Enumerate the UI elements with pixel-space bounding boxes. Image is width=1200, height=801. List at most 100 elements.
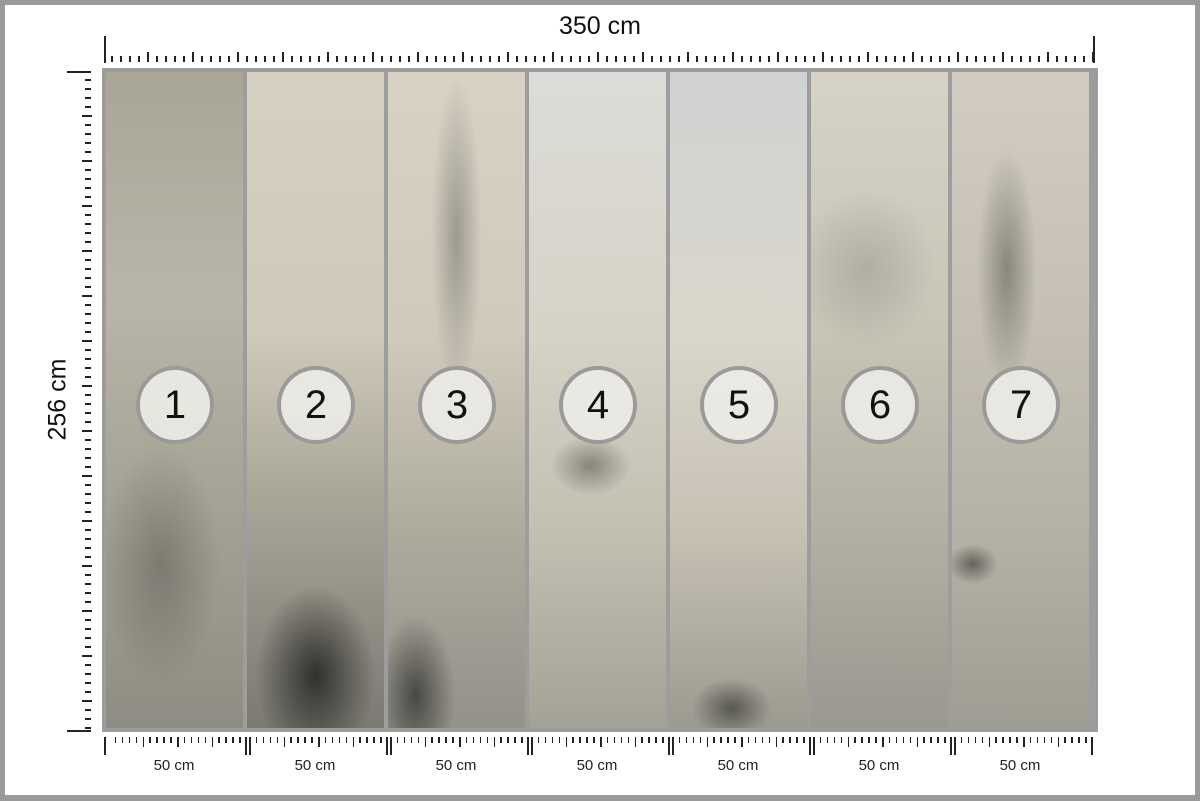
ruler-tick	[634, 737, 636, 747]
ruler-tick	[85, 322, 91, 324]
ruler-tick	[372, 52, 374, 62]
ruler-tick	[570, 56, 572, 62]
ruler-tick	[648, 737, 650, 743]
ruler-tick	[720, 737, 722, 743]
ruler-tick	[204, 737, 207, 743]
ruler-tick	[190, 737, 193, 743]
ruler-tick	[324, 737, 327, 743]
ruler-tick	[1020, 56, 1022, 62]
ruler-tick	[531, 737, 533, 755]
ruler-tick	[85, 232, 91, 234]
ruler-tick	[803, 737, 805, 743]
ruler-tick	[995, 737, 997, 743]
ruler-tick	[948, 56, 950, 62]
ruler-tick	[183, 737, 186, 743]
ruler-tick	[435, 56, 437, 62]
ruler-tick	[1029, 56, 1031, 62]
ruler-tick	[875, 737, 877, 743]
ruler-tick	[786, 56, 788, 62]
ruler-tick	[813, 56, 815, 62]
ruler-tick	[974, 737, 977, 743]
ruler-tick	[1009, 737, 1011, 743]
ruler-tick	[297, 737, 299, 743]
ruler-tick	[459, 737, 461, 747]
ruler-tick	[345, 737, 348, 743]
ruler-tick	[380, 737, 382, 743]
ruler-tick	[82, 475, 92, 477]
ruler-tick	[85, 223, 91, 225]
ruler-tick	[225, 737, 227, 743]
ruler-tick	[85, 718, 91, 720]
ruler-tick	[170, 737, 172, 743]
panel-width-label: 50 cm	[576, 757, 618, 774]
ruler-tick	[858, 56, 860, 62]
ruler-tick	[82, 340, 92, 342]
ruler-tick	[876, 56, 878, 62]
ruler-tick	[327, 52, 329, 62]
ruler-tick	[507, 737, 509, 743]
ruler-tick	[147, 52, 149, 62]
ruler-tick	[431, 737, 433, 743]
ruler-tick	[390, 56, 392, 62]
ruler-tick	[1029, 737, 1032, 743]
ruler-tick	[135, 737, 138, 743]
ruler-tick	[768, 56, 770, 62]
ruler-tick	[895, 737, 898, 743]
ruler-tick	[359, 737, 361, 743]
ruler-tick	[572, 737, 574, 743]
ruler-tick	[600, 737, 602, 747]
ruler-tick	[373, 737, 375, 743]
ruler-tick	[732, 52, 734, 62]
ruler-tick	[210, 56, 212, 62]
ruler-tick	[579, 737, 581, 743]
ruler-tick	[544, 737, 547, 743]
ruler-tick	[939, 56, 941, 62]
ruler-tick	[493, 737, 495, 747]
ruler-tick	[381, 56, 383, 62]
ruler-tick	[472, 737, 475, 743]
width-dimension-label: 350 cm	[559, 12, 641, 40]
ruler-tick	[85, 682, 91, 684]
ruler-tick	[1047, 52, 1049, 62]
ruler-tick	[211, 737, 213, 747]
ruler-tick	[197, 737, 200, 743]
ruler-tick	[950, 737, 952, 755]
ruler-tick	[85, 403, 91, 405]
ruler-tick	[85, 277, 91, 279]
ruler-tick	[331, 737, 334, 743]
ruler-tick	[525, 56, 527, 62]
ruler-tick	[82, 565, 92, 567]
panel-number-badge: 5	[700, 366, 778, 444]
ruler-tick	[633, 56, 635, 62]
ruler-tick	[120, 56, 122, 62]
ruler-tick	[847, 737, 849, 747]
ruler-tick	[149, 737, 151, 743]
ruler-tick	[655, 737, 657, 743]
ruler-tick	[615, 56, 617, 62]
ruler-tick	[403, 737, 406, 743]
ruler-tick	[750, 56, 752, 62]
ruler-tick	[219, 56, 221, 62]
ruler-tick	[586, 737, 588, 743]
ruler-tick	[85, 556, 91, 558]
ruler-tick	[85, 637, 91, 639]
ruler-tick	[903, 56, 905, 62]
ruler-tick	[85, 376, 91, 378]
ruler-tick	[1065, 56, 1067, 62]
ruler-tick	[85, 601, 91, 603]
ruler-tick	[269, 737, 272, 743]
ruler-tick	[85, 358, 91, 360]
ruler-tick	[957, 52, 959, 62]
ruler-tick	[966, 56, 968, 62]
ruler-tick	[85, 214, 91, 216]
ruler-tick	[85, 466, 91, 468]
ruler-tick	[85, 304, 91, 306]
ruler-tick	[558, 737, 561, 743]
ruler-tick	[239, 737, 241, 743]
wallpaper-panel-5: 5	[670, 72, 807, 728]
ruler-tick	[174, 56, 176, 62]
ruler-tick	[264, 56, 266, 62]
ruler-tick	[668, 737, 670, 755]
panel-width-label: 50 cm	[294, 757, 336, 774]
ruler-tick	[672, 737, 674, 755]
